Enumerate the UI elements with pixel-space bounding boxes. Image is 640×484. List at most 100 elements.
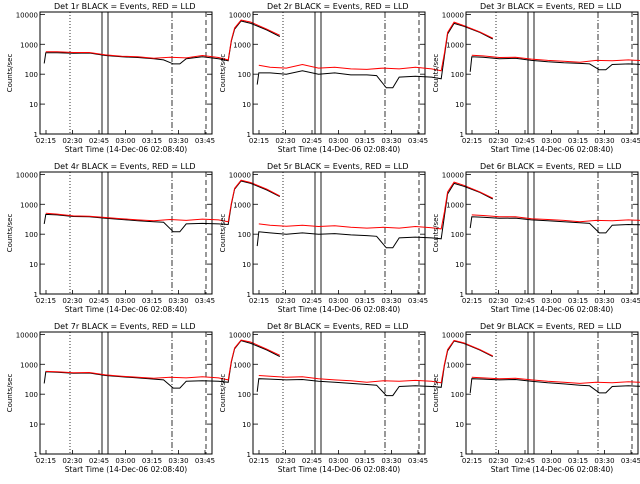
x-tick-label: 03:45 — [195, 457, 215, 465]
x-tick-label: 03:45 — [408, 457, 428, 465]
panel-title: Det 2r BLACK = Events, RED = LLD — [267, 2, 409, 11]
x-tick-label: 03:00 — [541, 137, 561, 145]
x-tick-label: 03:15 — [568, 457, 588, 465]
plot-frame — [465, 331, 639, 455]
x-tick-label: 03:30 — [594, 457, 614, 465]
x-axis-label: Start Time (14-Dec-06 02:08:40) — [491, 145, 613, 154]
x-tick-label: 03:00 — [541, 297, 561, 305]
y-tick-label: 10 — [29, 261, 38, 269]
panel-det-4r: Det 4r BLACK = Events, RED = LLD11010010… — [6, 162, 281, 314]
marker-saa-box — [101, 331, 109, 455]
x-tick-label: 03:15 — [142, 137, 162, 145]
x-tick-label: 02:30 — [275, 297, 295, 305]
series-line-lld — [258, 181, 494, 230]
y-tick-label: 10000 — [442, 171, 464, 179]
y-tick-label: 1 — [247, 131, 251, 139]
x-tick-label: 02:45 — [89, 297, 109, 305]
series-line-events — [43, 20, 281, 65]
plot-frame — [465, 171, 639, 295]
y-axis-label: Counts/sec — [432, 374, 440, 413]
x-tick-label: 03:00 — [328, 297, 348, 305]
x-tick-label: 03:30 — [381, 137, 401, 145]
x-tick-label: 03:45 — [408, 297, 428, 305]
series-line-lld — [471, 214, 640, 223]
x-tick-label: 03:30 — [381, 297, 401, 305]
y-axis-label: Counts/sec — [219, 374, 227, 413]
plot-frame — [252, 171, 426, 295]
panel-det-9r: Det 9r BLACK = Events, RED = LLD 1 10 100 10… — [432, 322, 640, 474]
x-tick-label: 03:15 — [142, 457, 162, 465]
x-tick-label: 02:45 — [302, 457, 322, 465]
x-axis-label: Start Time (14-Dec-06 02:08:40) — [65, 305, 187, 314]
x-tick-label: 03:00 — [115, 297, 135, 305]
x-tick-label: 02:30 — [62, 297, 82, 305]
series-line-lld — [258, 21, 494, 72]
panel-title: Det 8r BLACK = Events, RED = LLD — [267, 322, 409, 331]
x-tick-label: 02:30 — [62, 457, 82, 465]
x-tick-label: 02:30 — [62, 137, 82, 145]
panel-title: Det 9r BLACK = Events, RED = LLD — [480, 322, 622, 331]
panel-title: Det 3r BLACK = Events, RED = LLD — [480, 2, 622, 11]
y-tick-label: 10000 — [442, 331, 464, 339]
x-axis-label: Start Time (14-Dec-06 02:08:40) — [278, 145, 400, 154]
y-tick-label: 1 — [34, 131, 38, 139]
plot-frame — [252, 11, 426, 135]
y-tick-label: 1 — [34, 451, 38, 459]
x-tick-label: 02:15 — [462, 297, 482, 305]
plot-frame — [252, 331, 426, 455]
y-tick-label: 100 — [451, 391, 464, 399]
y-tick-label: 1000 — [446, 201, 464, 209]
x-tick-label: 02:15 — [462, 137, 482, 145]
x-tick-label: 03:30 — [168, 297, 188, 305]
y-tick-label: 100 — [25, 391, 38, 399]
x-tick-label: 02:15 — [462, 457, 482, 465]
plot-frame — [465, 11, 639, 135]
x-tick-label: 03:45 — [408, 137, 428, 145]
y-tick-label: 10 — [455, 421, 464, 429]
y-axis-label: Counts/sec — [6, 54, 14, 93]
x-tick-label: 03:30 — [594, 137, 614, 145]
x-tick-label: 03:45 — [195, 297, 215, 305]
series-line-lld — [45, 339, 281, 381]
marker-saa-box — [527, 11, 535, 135]
y-tick-label: 10000 — [442, 11, 464, 19]
x-axis-label: Start Time (14-Dec-06 02:08:40) — [65, 145, 187, 154]
series-line-lld — [471, 54, 640, 63]
x-tick-label: 02:15 — [36, 297, 56, 305]
x-tick-label: 02:30 — [488, 457, 508, 465]
x-axis-label: Start Time (14-Dec-06 02:08:40) — [491, 305, 613, 314]
x-tick-label: 03:00 — [115, 137, 135, 145]
x-tick-label: 03:00 — [328, 137, 348, 145]
y-axis-label: Counts/sec — [6, 214, 14, 253]
x-tick-label: 02:45 — [302, 297, 322, 305]
panel-det-7r: Det 7r BLACK = Events, RED = LLD 1 10 100 10… — [6, 322, 281, 474]
y-tick-label: 100 — [25, 71, 38, 79]
y-tick-label: 1000 — [233, 41, 251, 49]
y-tick-label: 1000 — [20, 201, 38, 209]
y-tick-label: 1000 — [20, 361, 38, 369]
series-line-lld — [45, 19, 281, 61]
plot-frame — [39, 11, 213, 135]
series-line-lld — [258, 339, 494, 384]
y-tick-label: 100 — [238, 391, 251, 399]
marker-saa-box — [314, 11, 322, 135]
panel-title: Det 6r BLACK = Events, RED = LLD — [480, 162, 622, 171]
y-tick-label: 100 — [238, 231, 251, 239]
x-tick-label: 02:15 — [36, 137, 56, 145]
y-tick-label: 10 — [242, 421, 251, 429]
series-line-events — [256, 182, 494, 249]
y-tick-label: 10 — [242, 101, 251, 109]
x-tick-label: 03:00 — [328, 457, 348, 465]
x-tick-label: 03:30 — [381, 457, 401, 465]
y-tick-label: 10000 — [229, 331, 251, 339]
x-tick-label: 02:45 — [515, 457, 535, 465]
panel-title: Det 7r BLACK = Events, RED = LLD — [54, 322, 196, 331]
x-axis-label: Start Time (14-Dec-06 02:08:40) — [491, 465, 613, 474]
y-tick-label: 10000 — [16, 171, 38, 179]
x-tick-label: 02:30 — [275, 457, 295, 465]
x-tick-label: 03:45 — [621, 457, 640, 465]
x-tick-label: 03:15 — [355, 457, 375, 465]
y-tick-label: 10000 — [229, 171, 251, 179]
